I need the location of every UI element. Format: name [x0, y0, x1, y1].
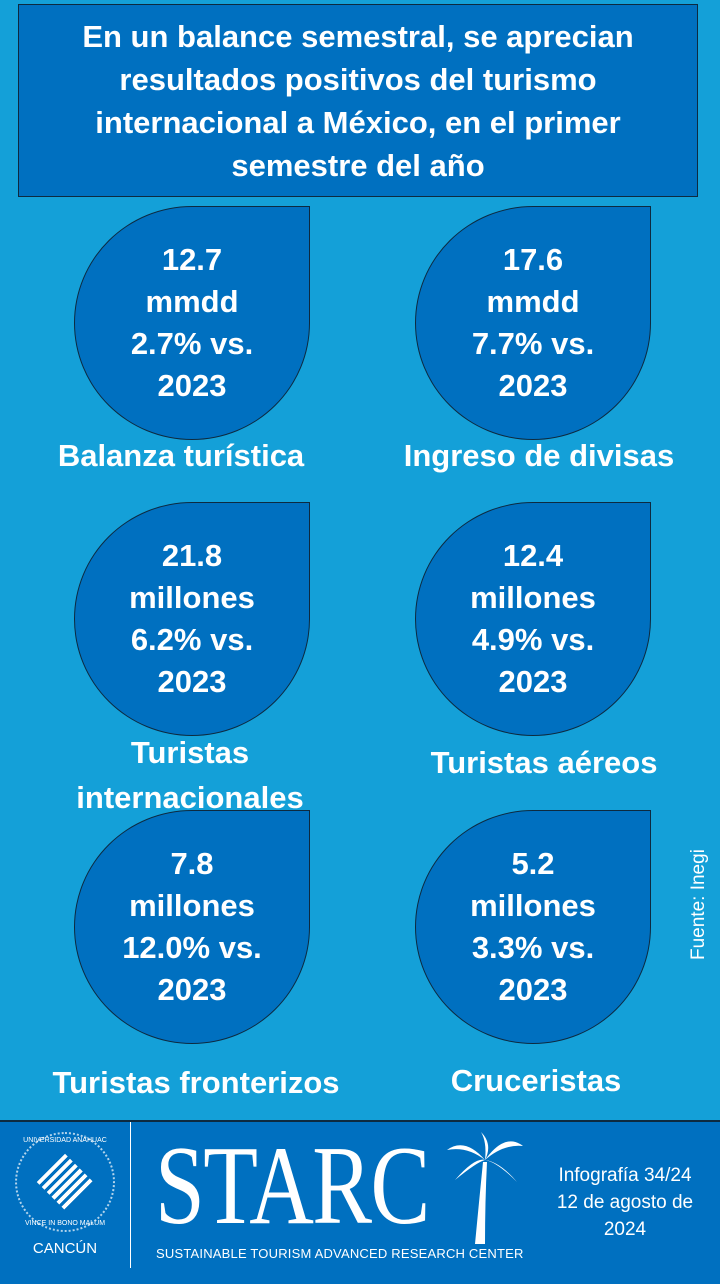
stat-value: 12.7	[161, 242, 223, 277]
stat-value: 7.8	[170, 846, 214, 881]
stat-value: 21.8	[161, 538, 223, 573]
stat-change: 3.3% vs.	[471, 930, 595, 965]
stat-label: Cruceristas	[450, 1063, 622, 1098]
stat-label: Turistas internacionales	[76, 735, 304, 815]
palm-tree-icon	[447, 1132, 523, 1244]
stat-change: 12.0% vs.	[122, 930, 262, 965]
university-motto: VINCE IN BONO MALUM	[24, 1220, 106, 1227]
university-logo: UNIVERSIDAD ANÁHUAC VINCE IN BONO MALUM …	[10, 1132, 120, 1272]
stat-label: Balanza turística	[57, 438, 305, 473]
footer: UNIVERSIDAD ANÁHUAC VINCE IN BONO MALUM …	[0, 1120, 720, 1284]
stat-change: 7.7% vs.	[471, 326, 595, 361]
university-name: UNIVERSIDAD ANÁHUAC	[23, 1137, 107, 1144]
stat-value: 17.6	[502, 242, 564, 277]
stat-drop-balanza: 12.7 mmdd 2.7% vs. 2023	[74, 206, 310, 440]
headline: En un balance semestral, se aprecian res…	[82, 18, 634, 183]
infographic-number: Infografía 34/24	[558, 1165, 692, 1186]
title-box: En un balance semestral, se aprecian res…	[18, 4, 698, 197]
stat-year: 2023	[498, 368, 568, 403]
university-seal-icon: UNIVERSIDAD ANÁHUAC VINCE IN BONO MALUM	[15, 1132, 115, 1232]
stat-label: Ingreso de divisas	[403, 438, 675, 473]
stat-value: 5.2	[511, 846, 555, 881]
source-note: Fuente: Inegi	[688, 849, 709, 960]
stat-year: 2023	[157, 972, 227, 1007]
stat-unit: mmdd	[486, 284, 580, 319]
stat-change: 2.7% vs.	[130, 326, 254, 361]
stat-year: 2023	[157, 368, 227, 403]
stat-drop-cruceristas: 5.2 millones 3.3% vs. 2023	[415, 810, 651, 1044]
stat-drop-turistas-fronterizos: 7.8 millones 12.0% vs. 2023	[74, 810, 310, 1044]
stat-unit: millones	[129, 580, 255, 615]
stat-drop-divisas: 17.6 mmdd 7.7% vs. 2023	[415, 206, 651, 440]
stat-drop-turistas-internacionales: 21.8 millones 6.2% vs. 2023	[74, 502, 310, 736]
infographic-date: 12 de agosto de 2024	[556, 1192, 694, 1240]
stat-label: Turistas aéreos	[430, 745, 658, 780]
stat-value: 12.4	[502, 538, 564, 573]
stat-year: 2023	[498, 972, 568, 1007]
stat-unit: millones	[470, 580, 596, 615]
footer-divider	[130, 1122, 131, 1268]
stat-label: Turistas fronterizos	[52, 1065, 340, 1100]
starc-logo: STARC	[155, 1124, 430, 1248]
stat-unit: millones	[129, 888, 255, 923]
stat-change: 6.2% vs.	[130, 622, 254, 657]
infographic-info: Infografía 34/24 12 de agosto de 2024	[540, 1162, 710, 1243]
stat-year: 2023	[157, 664, 227, 699]
stat-drop-turistas-aereos: 12.4 millones 4.9% vs. 2023	[415, 502, 651, 736]
stat-unit: millones	[470, 888, 596, 923]
stat-year: 2023	[498, 664, 568, 699]
stat-change: 4.9% vs.	[471, 622, 595, 657]
starc-subtitle: SUSTAINABLE TOURISM ADVANCED RESEARCH CE…	[156, 1246, 524, 1261]
stat-unit: mmdd	[145, 284, 239, 319]
university-city: CANCÚN	[32, 1240, 98, 1257]
university-emblem-icon	[36, 1153, 94, 1211]
